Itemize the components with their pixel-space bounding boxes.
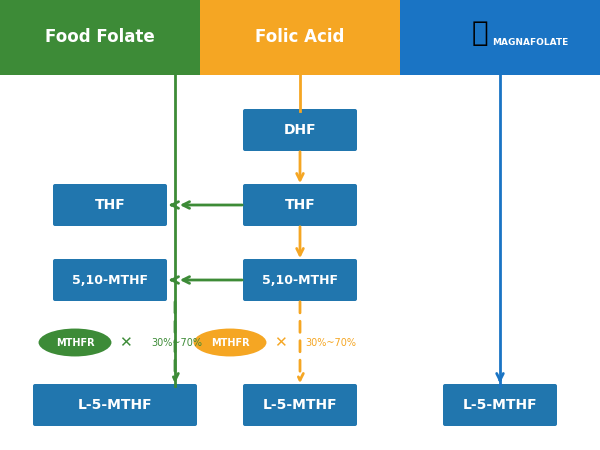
Text: ✕: ✕ bbox=[119, 335, 131, 350]
Ellipse shape bbox=[193, 328, 268, 357]
Text: 30%~70%: 30%~70% bbox=[151, 338, 202, 347]
Text: 🌿: 🌿 bbox=[472, 18, 488, 46]
FancyBboxPatch shape bbox=[33, 384, 197, 426]
FancyBboxPatch shape bbox=[243, 384, 357, 426]
Text: ✕: ✕ bbox=[274, 335, 286, 350]
FancyBboxPatch shape bbox=[53, 259, 167, 301]
Text: THF: THF bbox=[284, 198, 316, 212]
Ellipse shape bbox=[37, 328, 113, 357]
Text: L-5-MTHF: L-5-MTHF bbox=[463, 398, 538, 412]
Text: MTHFR: MTHFR bbox=[56, 338, 94, 347]
FancyBboxPatch shape bbox=[53, 184, 167, 226]
Text: L-5-MTHF: L-5-MTHF bbox=[77, 398, 152, 412]
Text: THF: THF bbox=[95, 198, 125, 212]
Text: DHF: DHF bbox=[284, 123, 316, 137]
FancyBboxPatch shape bbox=[243, 259, 357, 301]
Text: 5,10-MTHF: 5,10-MTHF bbox=[72, 274, 148, 287]
Text: Food Folate: Food Folate bbox=[45, 28, 155, 46]
FancyBboxPatch shape bbox=[243, 109, 357, 151]
FancyBboxPatch shape bbox=[443, 384, 557, 426]
Text: L-5-MTHF: L-5-MTHF bbox=[263, 398, 337, 412]
Bar bbox=[200, 0, 400, 75]
Text: MAGNAFOLATE: MAGNAFOLATE bbox=[492, 38, 568, 47]
FancyBboxPatch shape bbox=[243, 184, 357, 226]
Text: 5,10-MTHF: 5,10-MTHF bbox=[262, 274, 338, 287]
Bar bbox=[400, 0, 600, 75]
Text: MTHFR: MTHFR bbox=[211, 338, 250, 347]
Text: 30%~70%: 30%~70% bbox=[305, 338, 356, 347]
Text: Folic Acid: Folic Acid bbox=[256, 28, 344, 46]
Bar bbox=[0, 0, 200, 75]
